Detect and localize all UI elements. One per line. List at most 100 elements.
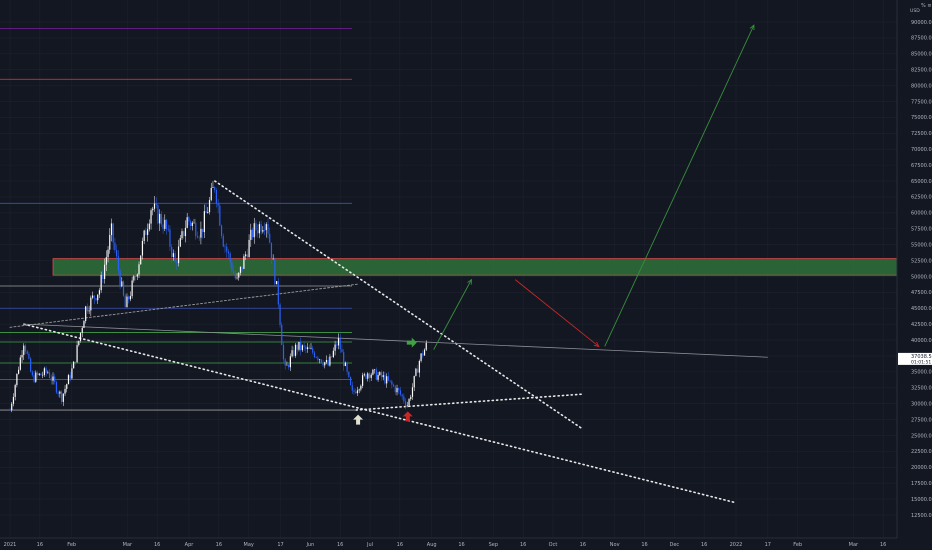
candle-body	[141, 240, 144, 256]
price-tick-label: 62500.00	[911, 195, 932, 201]
candle-body	[162, 224, 164, 229]
candle-body	[334, 344, 336, 351]
time-tick-label: 16	[880, 542, 886, 548]
candle-body	[153, 203, 156, 209]
price-tick-label: 72500.00	[911, 131, 932, 137]
candle-body	[315, 357, 317, 358]
white-arrow-up	[353, 414, 364, 425]
candle-body	[28, 353, 30, 359]
candle-body	[222, 236, 224, 247]
time-tick-label: 16	[154, 542, 160, 548]
time-tick-label: 16	[641, 542, 647, 548]
candle-body	[245, 254, 247, 257]
candle-body	[95, 298, 97, 301]
candle-body	[306, 347, 309, 350]
candle-body	[294, 344, 297, 356]
candle-body	[184, 227, 187, 237]
candle-body	[134, 276, 137, 277]
candle-body	[210, 187, 212, 201]
time-tick-label: 17	[277, 542, 283, 548]
candle-body	[227, 251, 230, 254]
candle-body	[401, 394, 403, 397]
candle-body	[160, 213, 162, 225]
price-tick-label: 15000.00	[911, 497, 932, 503]
candle-body	[35, 372, 37, 382]
price-tick-label: 45000.00	[911, 306, 932, 312]
candle-body	[327, 360, 329, 366]
candle-body	[356, 390, 359, 394]
support-zone	[52, 258, 898, 276]
candle-body	[332, 350, 334, 358]
time-tick-label: Dec	[669, 542, 679, 548]
projection-up-short	[433, 279, 472, 350]
candle-body	[248, 239, 250, 258]
candle-body	[415, 368, 417, 376]
candle-body	[241, 266, 243, 269]
candle-body	[40, 373, 42, 376]
candle-body	[171, 246, 173, 257]
time-tick-label: Feb	[793, 542, 802, 548]
candle-body	[263, 230, 266, 231]
price-axis[interactable]: 12500.00 15000.00 17500.00 20000.00 22500.00…	[896, 0, 932, 550]
candle-body	[339, 338, 341, 350]
price-tick-label: 82500.00	[911, 68, 932, 74]
candle-body	[97, 294, 99, 301]
candle-body	[320, 359, 322, 363]
candle-body	[413, 375, 415, 388]
candle-body	[100, 275, 102, 291]
candle-body	[298, 341, 300, 350]
candle-body	[219, 205, 221, 226]
candle-body	[81, 327, 83, 333]
candle-body	[372, 369, 374, 375]
candle-body	[324, 362, 326, 366]
candle-body	[220, 225, 223, 237]
projection-down	[514, 279, 600, 347]
candle-body	[157, 204, 159, 224]
candle-body	[387, 376, 389, 381]
time-axis[interactable]: 2021 16 Feb Mar 16 Apr 16 May 17 Jun 16 Jul 16 Aug 16 S…	[0, 537, 897, 550]
candle-body	[114, 242, 116, 251]
candle-body	[150, 210, 152, 224]
candle-body	[420, 353, 422, 361]
candle-body	[239, 266, 242, 273]
time-tick-label: Aug	[427, 542, 437, 548]
candle-body	[417, 368, 419, 373]
candle-body	[226, 246, 228, 252]
candle-body	[165, 219, 168, 230]
candle-body	[122, 281, 125, 296]
candle-body	[181, 231, 183, 239]
candle-body	[174, 253, 176, 262]
time-tick-label: Nov	[610, 542, 620, 548]
candle-body	[303, 345, 305, 347]
candle-body	[145, 230, 147, 235]
candle-body	[76, 345, 78, 363]
candle-body	[138, 264, 140, 275]
candle-body	[301, 345, 303, 351]
candle-body	[143, 230, 145, 241]
candle-body	[224, 246, 226, 248]
candle-body	[21, 354, 23, 358]
candle-body	[152, 208, 154, 211]
candle-body	[48, 372, 51, 378]
candle-body	[66, 384, 68, 389]
candle-body	[377, 375, 379, 380]
candle-body	[200, 228, 202, 238]
candle-body	[279, 304, 281, 325]
price-tick-label: 60000.00	[911, 211, 932, 217]
candle-body	[360, 385, 362, 390]
time-tick-label: Sep	[489, 542, 498, 548]
candle-body	[93, 295, 95, 299]
candle-body	[351, 385, 353, 391]
candle-body	[102, 275, 104, 279]
candle-body	[337, 338, 340, 346]
candle-body	[36, 372, 39, 375]
candle-body	[317, 357, 319, 360]
descending-resistance	[214, 180, 584, 430]
candle-body	[392, 384, 395, 387]
candle-body	[74, 361, 76, 363]
currency-label: USD	[910, 8, 920, 14]
time-tick-label: 16	[37, 542, 43, 548]
candle-body	[310, 348, 312, 349]
